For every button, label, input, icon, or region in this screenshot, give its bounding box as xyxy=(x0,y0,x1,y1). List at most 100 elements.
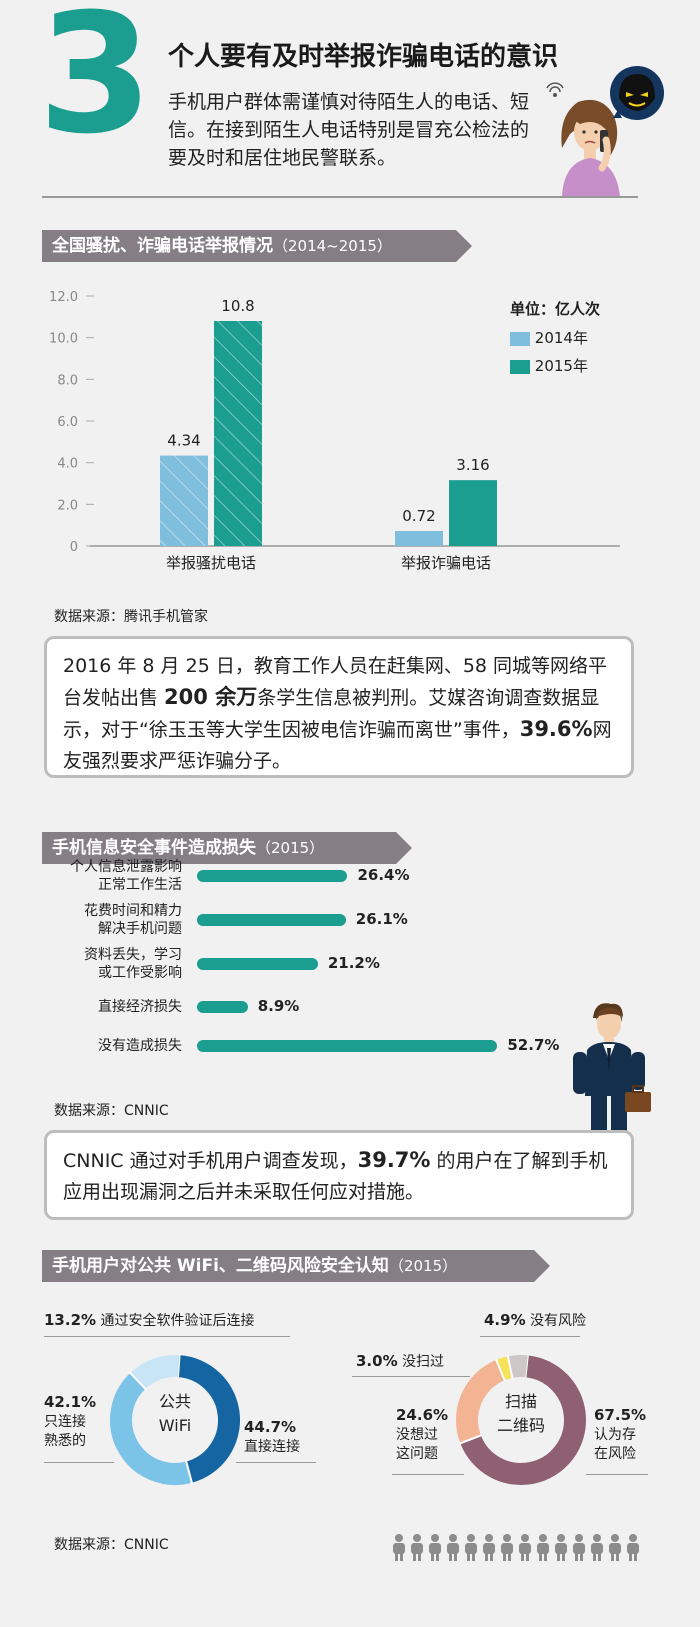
hbar xyxy=(197,1040,498,1052)
section-title: 手机信息安全事件造成损失 xyxy=(52,838,256,858)
hbar-category-label: 直接经济损失 xyxy=(30,998,182,1016)
center-label-line-1: 公共 xyxy=(158,1392,191,1411)
legend-item-2014: 2014年 xyxy=(510,327,588,348)
person-icon xyxy=(393,1543,405,1554)
section-number: 3 xyxy=(38,0,153,170)
y-tick-label: 4.0 xyxy=(57,457,78,472)
person-icon xyxy=(400,1553,403,1561)
section-year: （2015） xyxy=(388,1257,458,1275)
person-icon xyxy=(503,1553,506,1561)
section-year: （2014~2015） xyxy=(273,237,392,255)
wifi-label-verified: 13.2% 通过安全软件验证后连接 xyxy=(44,1311,255,1331)
y-tick-label: 6.0 xyxy=(57,415,78,430)
pie-text: 没有风险 xyxy=(530,1313,587,1329)
person-icon xyxy=(616,1553,619,1561)
pie-text: 这问题 xyxy=(396,1446,438,1462)
person-icon xyxy=(521,1534,529,1542)
bar-2015年 xyxy=(449,480,497,546)
report-bar-chart: 0 2.0 4.0 6.0 8.0 10.0 12.0 4.34 10.8 举报骚扰电话 0.72 3… xyxy=(49,290,620,572)
leader-line xyxy=(586,1474,648,1475)
hbar-category-line: 资料丢失，学习 xyxy=(84,947,182,963)
slice-separator xyxy=(176,1354,181,1379)
legend-item-2015: 2015年 xyxy=(510,355,588,376)
person-icon xyxy=(611,1553,614,1561)
section-banner-wifi-qr: 手机用户对公共 WiFi、二维码风险安全认知（2015） xyxy=(42,1250,550,1282)
bar-2015年 xyxy=(214,321,262,546)
x-category-label: 举报诈骗电话 xyxy=(401,554,491,572)
pie-pct: 42.1% xyxy=(44,1393,97,1411)
leader-line xyxy=(44,1336,290,1337)
y-tick-label: 12.0 xyxy=(49,290,78,305)
person-icon xyxy=(526,1553,529,1561)
person-icon xyxy=(413,1534,421,1542)
pie-text: 没想过 xyxy=(396,1427,438,1443)
donut-slice xyxy=(496,1356,513,1381)
person-icon xyxy=(447,1543,459,1554)
person-icon xyxy=(627,1543,639,1554)
slice-separator xyxy=(506,1355,514,1380)
hbar-category-line: 个人信息泄露影响 xyxy=(70,859,182,875)
person-icon xyxy=(449,1534,457,1542)
businessman-illustration xyxy=(573,1003,651,1142)
pie-text: 没扫过 xyxy=(402,1354,445,1370)
person-icon xyxy=(521,1553,524,1561)
person-icon xyxy=(503,1534,511,1542)
section-year: （2015） xyxy=(256,839,325,857)
callout-highlight-2: 39.6% xyxy=(519,717,593,741)
hbar-value-label: 8.9% xyxy=(257,997,300,1015)
person-icon xyxy=(449,1553,452,1561)
person-icon xyxy=(431,1534,439,1542)
person-icon xyxy=(485,1553,488,1561)
qr-center-label: 扫描 二维码 xyxy=(451,1390,591,1438)
person-icon xyxy=(508,1553,511,1561)
person-icon xyxy=(598,1553,601,1561)
y-tick-label: 0 xyxy=(70,540,78,555)
person-icon xyxy=(483,1543,495,1554)
leader-line xyxy=(44,1462,114,1463)
donut-slice xyxy=(110,1372,192,1485)
y-tick-label: 10.0 xyxy=(49,332,78,347)
person-icon xyxy=(467,1534,475,1542)
person-icon xyxy=(395,1534,403,1542)
people-row-icon xyxy=(393,1534,639,1561)
callout-text-1: 2016 年 8 月 25 日，教育工作人员在赶集网、58 同城等网络平台发帖出… xyxy=(63,655,608,709)
pie-text: 只连接 xyxy=(44,1414,86,1430)
donut-slice xyxy=(456,1359,506,1444)
person-icon xyxy=(467,1553,470,1561)
bar-value-label: 0.72 xyxy=(402,507,435,525)
x-category-label: 举报骚扰电话 xyxy=(166,554,256,572)
legend-swatch-2014 xyxy=(510,331,530,346)
person-icon xyxy=(580,1553,583,1561)
hbar-category-label: 个人信息泄露影响 正常工作生活 xyxy=(30,858,182,894)
hbar-value-label: 21.2% xyxy=(327,954,380,972)
person-icon xyxy=(490,1553,493,1561)
person-icon xyxy=(472,1553,475,1561)
callout-highlight-1: 200 余万 xyxy=(164,685,258,709)
center-label-line-2: 二维码 xyxy=(496,1416,545,1435)
leader-line xyxy=(392,1474,464,1475)
person-icon xyxy=(557,1534,565,1542)
qr-label-risky: 67.5% 认为存 在风险 xyxy=(594,1406,646,1464)
hbar-category-line: 没有造成损失 xyxy=(98,1038,182,1054)
callout-highlight-1: 39.7% xyxy=(357,1148,431,1172)
section-banner-losses: 手机信息安全事件造成损失（2015） xyxy=(42,832,412,864)
leader-line xyxy=(352,1376,470,1377)
hbar-category-label: 没有造成损失 xyxy=(30,1037,182,1055)
bar-value-label: 10.8 xyxy=(221,297,254,315)
hbar xyxy=(197,1001,248,1013)
intro-text: 手机用户群体需谨慎对待陌生人的电话、短信。在接到陌生人电话特别是冒充公检法的要及… xyxy=(168,91,530,169)
donut-slice xyxy=(177,1355,240,1483)
qr-label-no-risk: 4.9% 没有风险 xyxy=(484,1311,586,1331)
donut-slice xyxy=(130,1355,180,1390)
slice-separator xyxy=(494,1358,506,1382)
wifi-donut-chart xyxy=(110,1354,240,1485)
bar-value-label: 3.16 xyxy=(456,456,489,474)
wifi-label-familiar: 42.1% 只连接 熟悉的 xyxy=(44,1393,96,1451)
slice-separator xyxy=(128,1371,147,1391)
person-icon xyxy=(575,1534,583,1542)
pie-text: 在风险 xyxy=(594,1446,636,1462)
pie-pct: 13.2% xyxy=(44,1311,97,1329)
person-icon xyxy=(609,1543,621,1554)
bar-2014年 xyxy=(160,455,208,546)
pie-text: 直接连接 xyxy=(244,1439,300,1455)
